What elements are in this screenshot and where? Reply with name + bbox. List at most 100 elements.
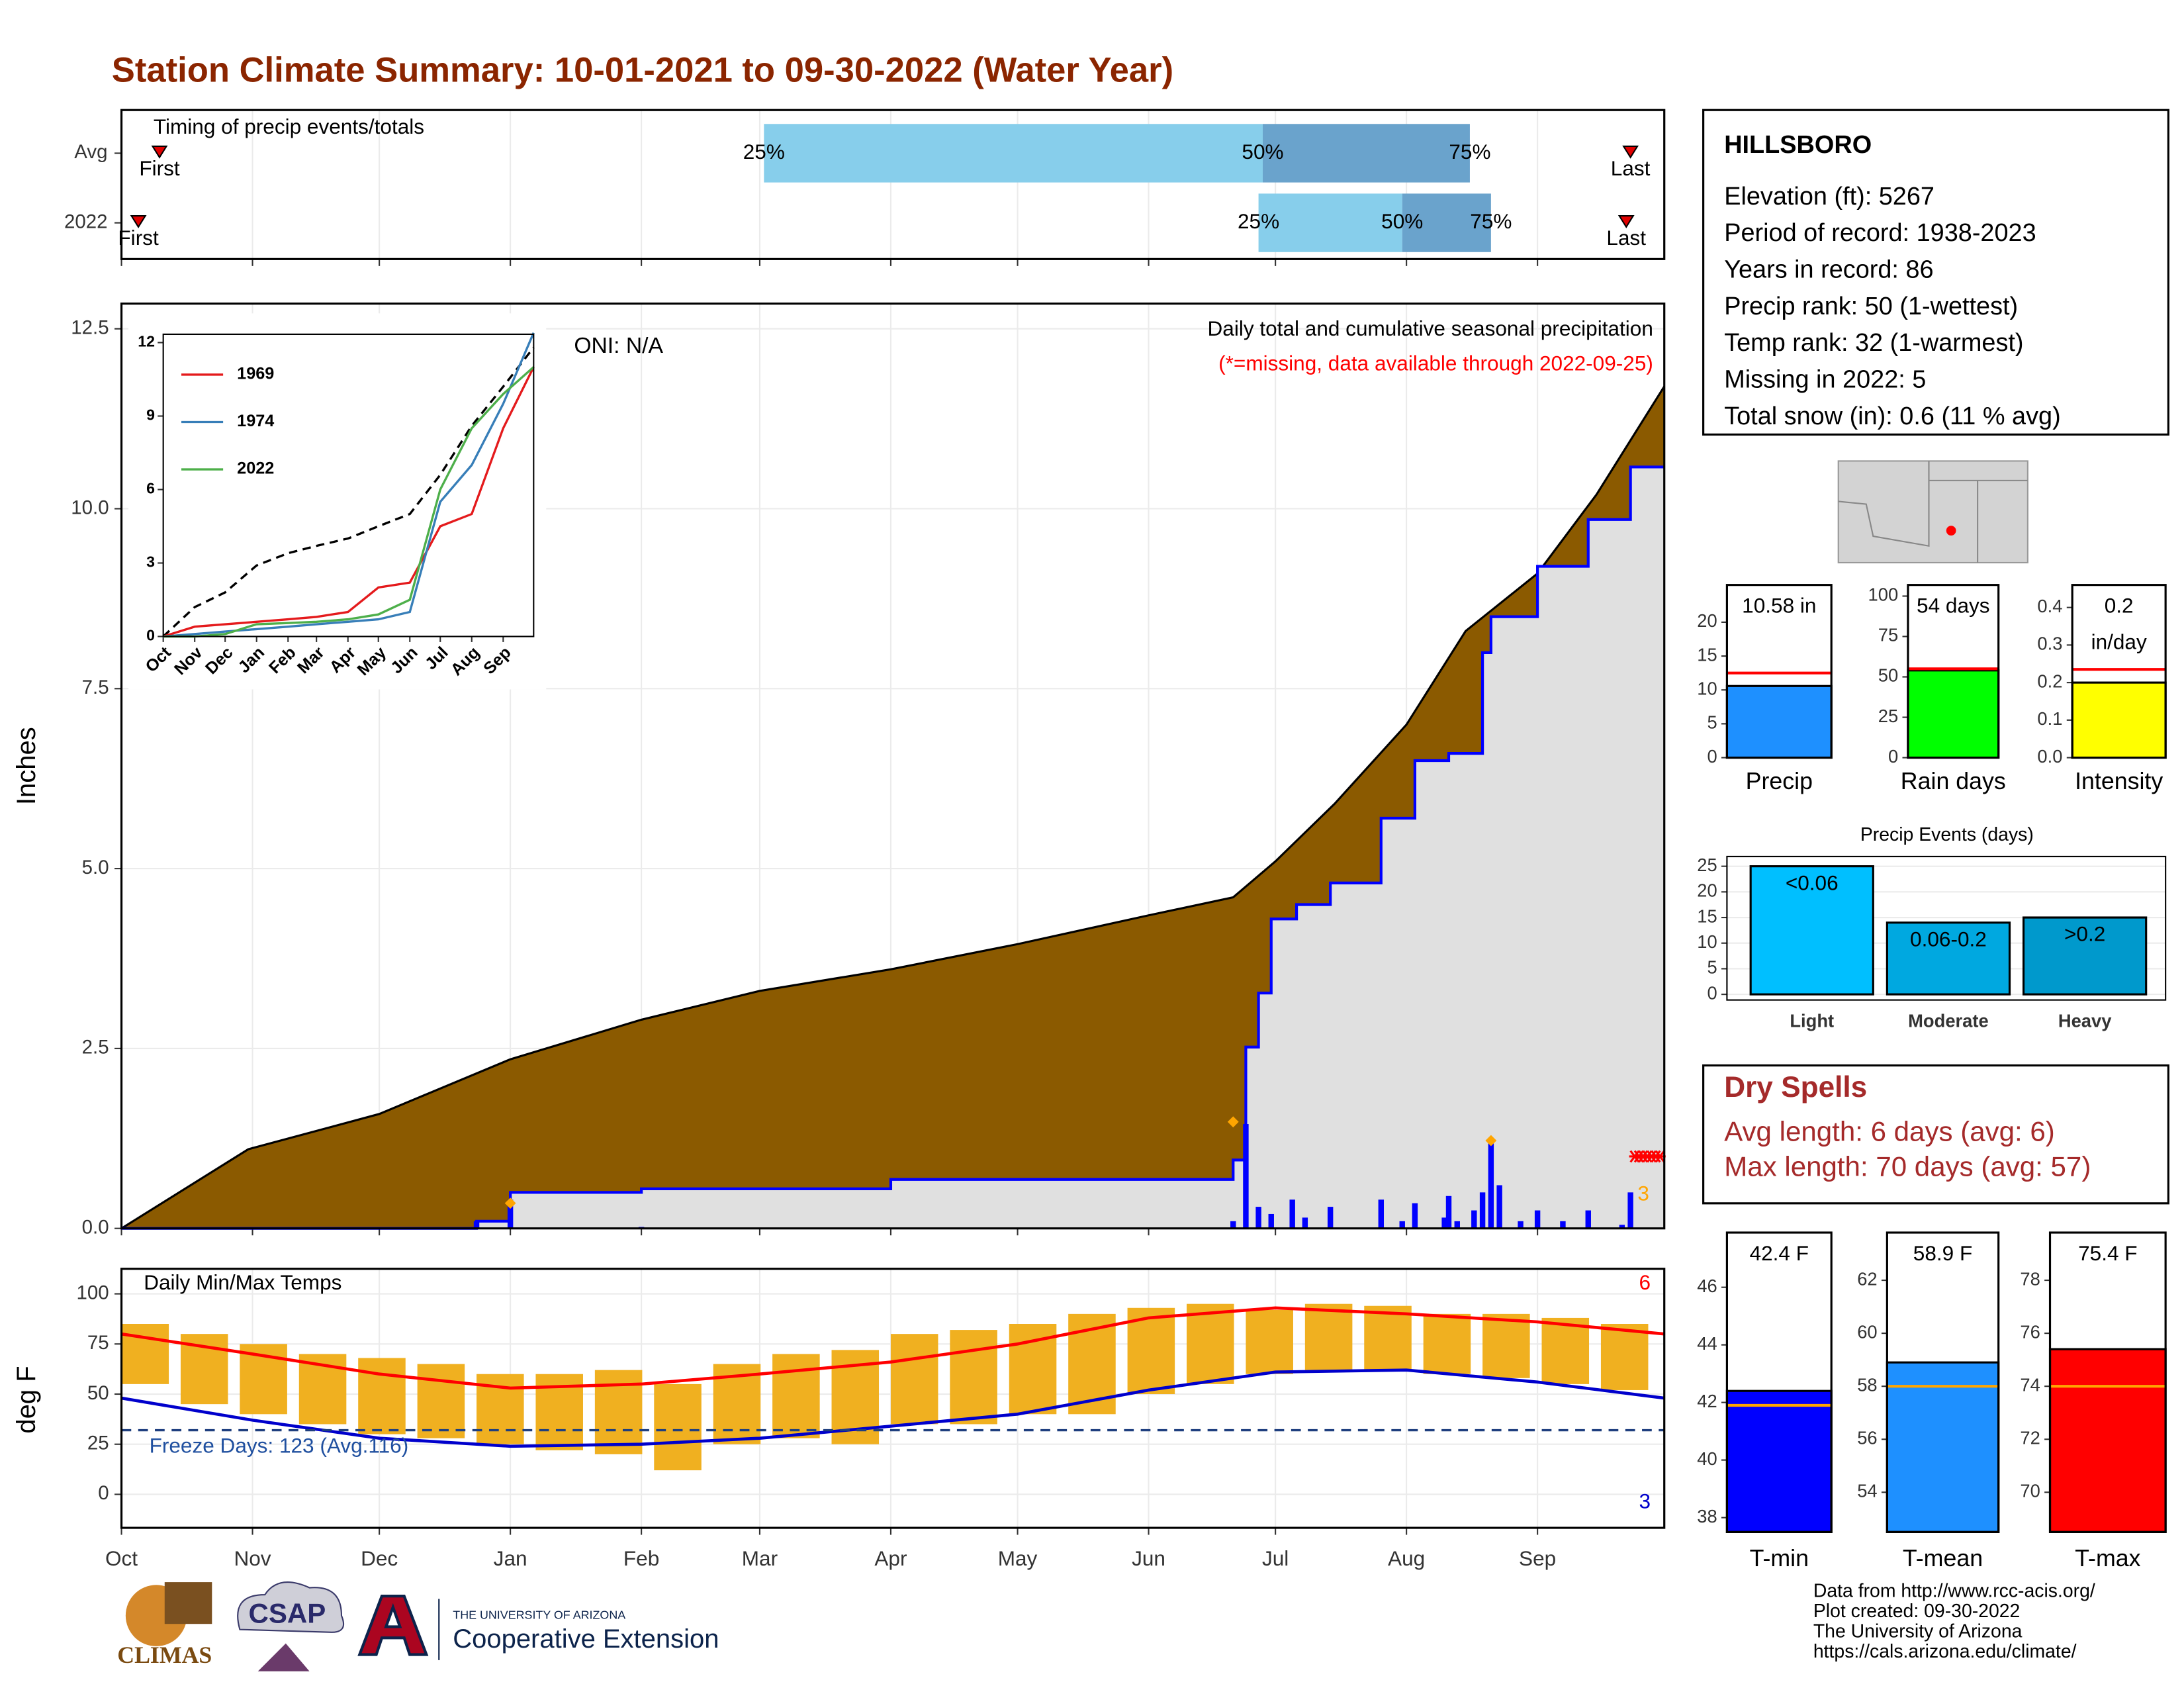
y-tick-label: 60 bbox=[1857, 1321, 1877, 1342]
x-tick-label: Nov bbox=[234, 1546, 271, 1570]
category-label: T-max bbox=[2075, 1545, 2140, 1571]
dry-spells-box bbox=[1702, 1064, 2169, 1205]
series-line bbox=[163, 366, 535, 638]
y-tick-label: 44 bbox=[1697, 1333, 1717, 1354]
temp-range-bar bbox=[1541, 1317, 1590, 1384]
y-tick-label: 54 bbox=[1857, 1481, 1877, 1501]
category-label: Heavy bbox=[2058, 1011, 2112, 1031]
obs-cumulative-line bbox=[121, 465, 1664, 1230]
y-tick-label: 62 bbox=[1857, 1268, 1877, 1289]
y-axis-title: Inches bbox=[12, 727, 41, 805]
y-tick-label: 42 bbox=[1697, 1391, 1717, 1411]
climas-emblem bbox=[164, 1582, 212, 1624]
daily-precip-bar bbox=[1518, 1221, 1524, 1229]
y-tick-label: 0.3 bbox=[2037, 633, 2062, 654]
quartile-label: 75% bbox=[1470, 209, 1512, 233]
timing-label: Last bbox=[1611, 156, 1651, 180]
y-tick-label: 50 bbox=[87, 1382, 109, 1404]
x-tick-label: Feb bbox=[623, 1546, 659, 1570]
timing-label: First bbox=[118, 226, 159, 250]
y-tick-label: 2.5 bbox=[82, 1037, 109, 1058]
map-bg bbox=[1837, 460, 2028, 564]
y-tick-label: 58 bbox=[1857, 1374, 1877, 1395]
temp-range-bar bbox=[772, 1354, 820, 1438]
x-tick-label: Jan bbox=[494, 1546, 527, 1570]
y-tick-label: 72 bbox=[2020, 1427, 2040, 1448]
value-label: 0.2 bbox=[2105, 594, 2134, 618]
y-tick-label: 15 bbox=[1697, 906, 1717, 926]
temp-range-bar bbox=[1246, 1309, 1293, 1374]
daily-precip-bar bbox=[1534, 1210, 1541, 1229]
bar bbox=[2022, 916, 2148, 996]
x-tick-label: Jul bbox=[1262, 1546, 1289, 1570]
temp-range-bar bbox=[121, 1324, 169, 1384]
bar bbox=[2071, 681, 2167, 759]
value-label: 54 days bbox=[1917, 594, 1990, 618]
quartile-label: 25% bbox=[1238, 209, 1279, 233]
category-label: Intensity bbox=[2075, 768, 2163, 794]
category-label: T-mean bbox=[1903, 1545, 1983, 1571]
timing-marker bbox=[1617, 215, 1635, 228]
y-tick-label: 0 bbox=[1888, 746, 1898, 767]
daily-precip-bar bbox=[1230, 1221, 1236, 1229]
station-line: Years in record: 86 bbox=[1724, 256, 1933, 283]
y-tick-label: 25 bbox=[1697, 855, 1717, 875]
daily-precip-bar bbox=[1585, 1210, 1591, 1229]
series-line bbox=[163, 332, 535, 638]
y-tick-label: 0 bbox=[1707, 982, 1717, 1003]
bar-frame bbox=[2048, 1231, 2167, 1533]
y-tick-label: 100 bbox=[1868, 585, 1899, 605]
daily-precip-bar bbox=[1560, 1221, 1566, 1229]
class-label: <0.06 bbox=[1786, 870, 1839, 894]
station-line: Precip rank: 50 (1-wettest) bbox=[1724, 293, 2018, 320]
y-tick-label: 10 bbox=[1697, 931, 1717, 952]
row-label: Avg bbox=[74, 141, 107, 163]
y-tick-label: 10 bbox=[1697, 678, 1717, 698]
value-label: 75.4 F bbox=[2078, 1241, 2137, 1265]
y-tick-label: 0.4 bbox=[2037, 596, 2062, 616]
daily-precip-bar bbox=[1378, 1199, 1385, 1229]
logo-text: Cooperative Extension bbox=[453, 1624, 719, 1654]
temp-range-bar bbox=[890, 1334, 938, 1425]
legend-label: 1974 bbox=[237, 412, 274, 430]
daily-precip-bar bbox=[1496, 1185, 1502, 1229]
y-tick-label: 74 bbox=[2020, 1374, 2040, 1395]
bar-frame bbox=[2071, 584, 2167, 759]
y-tick-label: 10.0 bbox=[71, 496, 109, 518]
category-label: Precip bbox=[1746, 768, 1813, 794]
x-tick-label: May bbox=[998, 1546, 1038, 1570]
bar-frame bbox=[1725, 584, 1833, 759]
station-line: Temp rank: 32 (1-warmest) bbox=[1724, 329, 2023, 357]
timing-label: Last bbox=[1606, 226, 1646, 250]
y-tick-label: 12 bbox=[138, 333, 155, 350]
temp-range-bar bbox=[1187, 1303, 1234, 1384]
bar bbox=[1886, 1361, 2000, 1533]
y-tick-label: 7.5 bbox=[82, 677, 109, 698]
daily-precip-bar bbox=[1627, 1192, 1633, 1229]
bar-frame bbox=[1907, 584, 2000, 759]
y-tick-label: 3 bbox=[146, 553, 155, 571]
x-tick-label: Dec bbox=[361, 1546, 398, 1570]
x-tick-label: Sep bbox=[1519, 1546, 1556, 1570]
daily-precip-bar bbox=[1441, 1217, 1447, 1229]
y-tick-label: 76 bbox=[2020, 1321, 2040, 1342]
y-axis-title: deg F bbox=[12, 1366, 41, 1433]
quartile-label: 50% bbox=[1242, 140, 1283, 164]
daily-precip-bar bbox=[1289, 1199, 1295, 1229]
quartile-label: 50% bbox=[1381, 209, 1423, 233]
y-tick-label: 0 bbox=[98, 1482, 109, 1504]
class-label: >0.2 bbox=[2064, 922, 2105, 946]
y-tick-label: 5 bbox=[1707, 957, 1717, 978]
avg-temp-line bbox=[121, 1306, 1664, 1390]
category-label: Moderate bbox=[1908, 1011, 1989, 1031]
temp-range-bar bbox=[417, 1364, 465, 1438]
y-tick-label: 78 bbox=[2020, 1268, 2040, 1289]
temp-range-bar bbox=[950, 1330, 997, 1425]
y-tick-label: 38 bbox=[1697, 1506, 1717, 1526]
temp-range-bar bbox=[654, 1383, 702, 1471]
panel-title: Daily Min/Max Temps bbox=[144, 1270, 341, 1294]
y-tick-label: 75 bbox=[87, 1332, 109, 1354]
logo-text: CLIMAS bbox=[117, 1642, 212, 1668]
